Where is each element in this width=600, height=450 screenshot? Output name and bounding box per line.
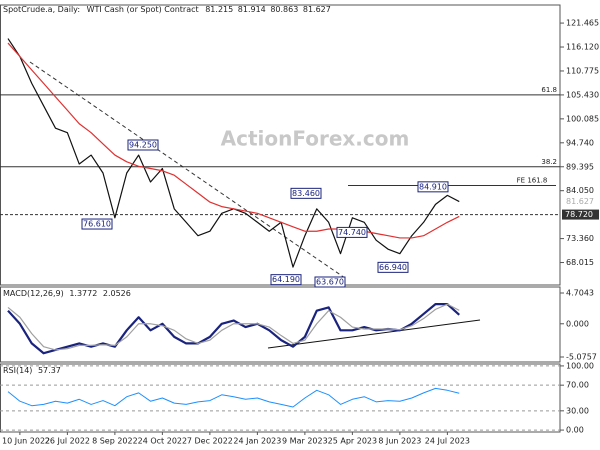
y-tick-label: 84.050 — [566, 186, 594, 195]
symbol: SpotCrude.a, Daily: — [3, 5, 80, 14]
x-tick-label: 26 Jul 2022 — [45, 437, 90, 446]
high: 81.914 — [238, 5, 266, 14]
annotation-box — [270, 274, 302, 286]
y-tick-label: 30.00 — [566, 406, 589, 415]
watermark: ActionForex.com — [221, 127, 410, 151]
rsi-header: RSI(14) 57.37 — [3, 366, 61, 375]
instrument: WTI Cash (or Spot) Contract — [87, 5, 199, 14]
annotation-box — [336, 226, 368, 238]
low: 80.863 — [270, 5, 298, 14]
projection-label: FE 161.8 — [517, 177, 548, 185]
annotation-label: 76.610 — [83, 220, 111, 229]
macd-value: 1.3772 — [69, 289, 97, 298]
current-price-label: 81.627 — [566, 197, 594, 206]
open: 81.215 — [205, 5, 233, 14]
x-tick-label: 8 Sep 2022 — [92, 437, 138, 446]
y-tick-label: 4.7043 — [566, 288, 594, 297]
y-tick-label: 94.740 — [566, 138, 594, 147]
annotation-label: 94.250 — [129, 141, 157, 150]
y-tick-label: 100.00 — [566, 361, 594, 370]
y-tick-label: 116.120 — [566, 43, 599, 52]
annotation-label: 63.670 — [316, 277, 344, 286]
x-tick-label: 24 Oct 2022 — [138, 437, 187, 446]
y-tick-label: 100.085 — [566, 114, 599, 123]
close: 81.627 — [303, 5, 331, 14]
annotation-box — [377, 261, 409, 273]
series-line — [7, 303, 460, 351]
annotation-label: 64.190 — [272, 275, 300, 284]
macd-header: MACD(12,26,9) 1.3772 2.0526 — [3, 289, 131, 298]
panel-frame — [0, 286, 561, 363]
macd-title: MACD(12,26,9) — [3, 289, 64, 298]
panel-frame — [0, 363, 561, 433]
x-tick-label: 10 Jun 2022 — [2, 437, 50, 446]
rsi-value: 57.37 — [38, 366, 61, 375]
y-tick-label: 73.360 — [566, 234, 594, 243]
y-tick-label: 0.00 — [566, 426, 584, 435]
annotation-label: 84.910 — [419, 182, 447, 191]
series-line — [7, 42, 460, 239]
y-tick-label: 105.430 — [566, 90, 599, 99]
annotation-box — [417, 181, 449, 193]
y-tick-label: 110.775 — [566, 66, 599, 75]
x-tick-label: 25 Apr 2023 — [328, 437, 377, 446]
annotation-label: 66.940 — [379, 263, 407, 272]
series-line — [7, 387, 460, 408]
support-box — [562, 209, 599, 220]
chart-header: SpotCrude.a, Daily: WTI Cash (or Spot) C… — [3, 5, 331, 14]
y-tick-label: 0.000 — [566, 319, 589, 328]
x-tick-label: 9 Mar 2023 — [282, 437, 328, 446]
x-tick-label: 7 Dec 2022 — [187, 437, 233, 446]
fib-label: 38.2 — [541, 158, 557, 166]
annotation-box — [314, 276, 346, 288]
rsi-title: RSI(14) — [3, 366, 32, 375]
annotation-box — [81, 218, 113, 230]
annotation-box — [127, 139, 159, 151]
annotation-label: 74.740 — [338, 228, 366, 237]
annotation-box — [290, 187, 322, 199]
y-tick-label: 70.00 — [566, 381, 589, 390]
y-tick-label: 68.015 — [566, 258, 594, 267]
signal-value: 2.0526 — [103, 289, 131, 298]
support-label: 78.720 — [565, 210, 593, 219]
trend-line — [29, 61, 346, 279]
x-tick-label: 8 Jun 2023 — [378, 437, 421, 446]
macd-trend-line — [267, 319, 481, 349]
fib-label: 61.8 — [541, 86, 557, 94]
annotation-label: 83.460 — [292, 189, 320, 198]
y-tick-label: 121.465 — [566, 19, 599, 28]
y-tick-label: 89.395 — [566, 162, 594, 171]
x-tick-label: 24 Jan 2023 — [233, 437, 281, 446]
x-tick-label: 24 Jul 2023 — [425, 437, 470, 446]
y-tick-label: -5.0757 — [566, 352, 597, 361]
